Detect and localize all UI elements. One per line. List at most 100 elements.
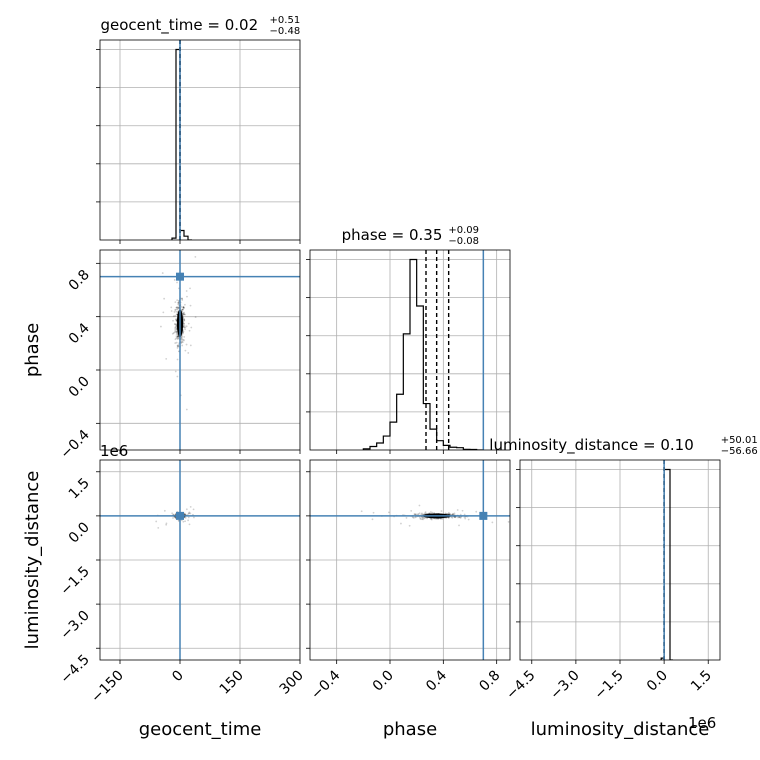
- scatter-point: [423, 516, 425, 519]
- xtick-label-geocent_time-0: −150: [88, 668, 127, 707]
- scatter-point: [175, 306, 178, 309]
- scatter-point: [181, 308, 184, 311]
- ylabel-luminosity_distance: luminosity_distance: [22, 471, 43, 650]
- scatter-point: [185, 508, 188, 511]
- xlabel-phase: phase: [383, 719, 437, 740]
- scatter-point: [175, 318, 178, 321]
- scatter-point: [175, 341, 178, 344]
- scatter-point: [170, 310, 173, 312]
- scatter-point: [182, 338, 185, 341]
- scatter-point: [449, 513, 452, 516]
- scatter-point: [185, 290, 188, 292]
- scatter-point: [180, 306, 183, 308]
- scatter-point: [176, 375, 179, 378]
- scatter-point: [177, 335, 179, 338]
- scatter-point: [176, 308, 179, 311]
- title-minus: −0.48: [270, 26, 301, 37]
- scatter-point: [419, 517, 422, 520]
- scatter-point: [183, 512, 186, 515]
- scatter-point: [189, 512, 192, 515]
- scatter-point: [184, 349, 187, 352]
- scatter-point: [172, 332, 175, 334]
- scatter-point: [413, 513, 416, 516]
- scatter-point: [177, 303, 180, 306]
- xtick-label-geocent_time-3: 300: [277, 668, 307, 698]
- xtick-label-luminosity_distance-4: 1.5: [688, 668, 715, 695]
- scatter-point: [187, 512, 190, 515]
- scatter-point: [188, 329, 191, 332]
- scatter-point: [454, 516, 457, 519]
- scatter-point: [418, 504, 421, 507]
- scatter-point: [507, 520, 510, 523]
- scatter-point: [174, 326, 177, 329]
- panel-phase-phase: [306, 249, 511, 454]
- scatter-point: [182, 308, 184, 311]
- scatter-point: [184, 520, 186, 523]
- scatter-point: [183, 325, 186, 328]
- scatter-point: [458, 516, 460, 519]
- scatter-point: [453, 516, 456, 519]
- scatter-point: [183, 339, 185, 342]
- xtick-label-luminosity_distance-2: −1.5: [591, 668, 626, 703]
- ytick-label-luminosity_distance-2: −1.5: [57, 564, 92, 599]
- scatter-point: [181, 335, 183, 338]
- scatter-point: [461, 509, 464, 512]
- scatter-point: [424, 512, 426, 515]
- scatter-point: [174, 323, 176, 326]
- scatter-point: [182, 520, 185, 523]
- scatter-point: [176, 281, 178, 284]
- scatter-point: [183, 319, 186, 322]
- scatter-point: [160, 325, 162, 328]
- scatter-point: [174, 330, 177, 332]
- scatter-point: [176, 306, 179, 309]
- scatter-point: [174, 338, 177, 341]
- scatter-point: [187, 322, 190, 325]
- scatter-point: [451, 513, 454, 516]
- scatter-point: [172, 315, 175, 318]
- scatter-point: [174, 370, 177, 373]
- scatter-point: [170, 306, 173, 309]
- scatter-point: [183, 324, 186, 327]
- xlabel-geocent_time: geocent_time: [139, 719, 262, 740]
- scatter-point: [183, 322, 185, 325]
- scatter-point: [456, 509, 459, 511]
- scatter-point: [415, 513, 418, 516]
- scatter-point: [360, 510, 363, 513]
- scatter-point: [183, 318, 186, 321]
- scatter-point: [176, 306, 179, 309]
- ytick-label-luminosity_distance-1: −3.0: [57, 608, 92, 643]
- scatter-point: [387, 511, 390, 514]
- scatter-point: [181, 297, 184, 300]
- title-main: geocent_time = 0.02: [100, 16, 258, 35]
- scatter-point: [175, 330, 178, 333]
- xtick-label-luminosity_distance-1: −3.0: [547, 668, 582, 703]
- xtick-label-luminosity_distance-3: 0.0: [644, 668, 671, 695]
- title-plus: +0.09: [448, 225, 479, 236]
- scatter-point: [188, 512, 190, 515]
- axes-frame: [99, 39, 301, 241]
- scatter-point: [175, 326, 177, 329]
- scatter-point: [491, 521, 494, 524]
- scatter-point: [176, 338, 179, 340]
- scatter-point: [174, 308, 177, 311]
- scatter-point: [447, 511, 450, 514]
- xtick-label-phase-2: 0.4: [423, 667, 450, 694]
- scatter-point: [181, 344, 184, 347]
- scatter-point: [400, 522, 402, 525]
- ytick-label-phase-0: −0.4: [57, 427, 92, 462]
- ytick-label-luminosity_distance-3: 0.0: [66, 519, 93, 546]
- scatter-point: [452, 513, 455, 516]
- scatter-point: [194, 255, 197, 258]
- scatter-point: [459, 513, 462, 516]
- ytick-label-phase-2: 0.4: [66, 320, 93, 347]
- scatter-point: [173, 279, 176, 281]
- scatter-point: [183, 319, 185, 321]
- scatter-point: [452, 513, 454, 515]
- title-plus: +0.51: [270, 15, 301, 26]
- scatter-point: [181, 299, 184, 301]
- title-luminosity_distance: luminosity_distance = 0.10 +50.01−56.66: [489, 435, 757, 457]
- scatter-point: [182, 306, 185, 309]
- scatter-point: [176, 335, 179, 338]
- scatter-point: [175, 313, 178, 316]
